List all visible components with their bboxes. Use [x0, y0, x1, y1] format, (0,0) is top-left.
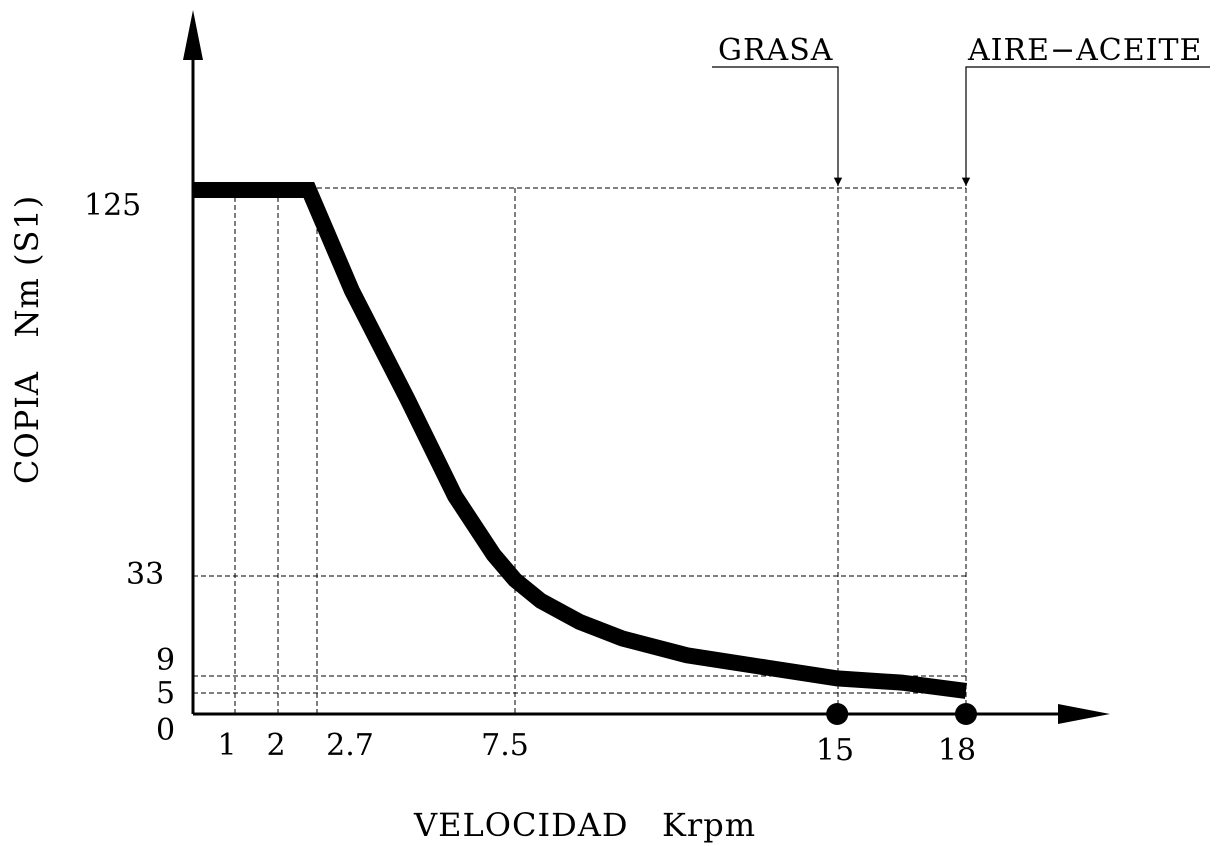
y-tick-label: 5 [156, 676, 175, 711]
reference-grid [193, 187, 967, 714]
y-tick-label: 9 [156, 643, 175, 678]
x-tick-label: 18 [938, 733, 976, 768]
annotation-aire-aceite-leader [961, 66, 1210, 186]
axes [183, 10, 1110, 724]
x-tick-label: 7.5 [481, 728, 529, 763]
x-tick-label: 1 [217, 728, 236, 763]
annotation-grasa-leader [712, 66, 843, 186]
annotation-grasa-label: GRASA [718, 33, 833, 68]
y-axis-title: COPIA Nm (S1) [8, 195, 46, 484]
marker-layer [826, 703, 977, 725]
y-tick-label: 33 [126, 557, 164, 592]
x-axis-arrow-icon [1058, 704, 1110, 724]
x-tick-label: 2 [266, 728, 285, 763]
torque-curve-line [193, 182, 968, 699]
x-tick-label: 15 [816, 733, 854, 768]
speed-limit-marker [826, 703, 849, 725]
x-axis-title: VELOCIDAD Krpm [413, 806, 756, 844]
x-tick-labels: 1 2 2.7 7.5 15 18 [217, 728, 976, 768]
speed-limit-marker [955, 703, 977, 725]
y-tick-labels: 125 33 9 5 0 [84, 188, 175, 748]
y-tick-label: 0 [156, 713, 175, 748]
annotation-grasa: GRASA [712, 33, 843, 186]
annotation-aire-aceite-label: AIRE−ACEITE [967, 33, 1202, 68]
annotation-aire-aceite: AIRE−ACEITE [961, 33, 1210, 186]
series-layer [193, 182, 968, 699]
y-tick-label: 125 [84, 188, 141, 223]
y-axis-arrow-icon [183, 10, 203, 60]
x-tick-label: 2.7 [326, 728, 374, 763]
